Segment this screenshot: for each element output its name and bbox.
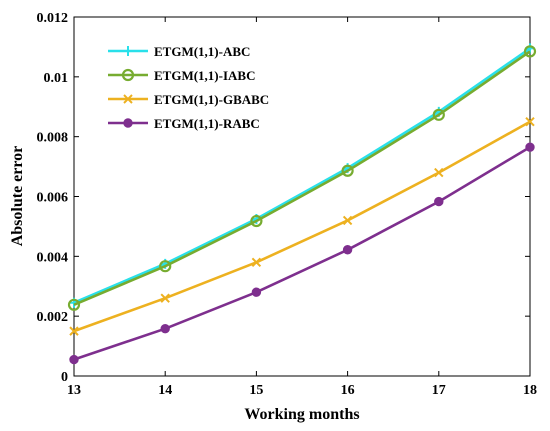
data-point: [525, 117, 535, 127]
y-axis-label: Absolute error: [9, 146, 26, 247]
series-2: [67, 45, 537, 311]
data-point: [434, 167, 444, 178]
x-tick-label: 15: [249, 383, 263, 398]
x-tick-label: 17: [432, 383, 446, 398]
legend-label: ETGM(1,1)-GBABC: [154, 92, 269, 107]
legend-marker: [123, 94, 133, 104]
x-tick-label: 16: [341, 383, 355, 398]
series-4: [69, 142, 535, 365]
data-point: [160, 324, 170, 334]
data-point: [69, 326, 79, 336]
data-point: [434, 196, 444, 207]
series-line: [73, 145, 531, 361]
series-line: [73, 50, 531, 306]
y-tick-label: 0.01: [44, 71, 69, 86]
series-line: [73, 120, 531, 333]
y-tick-label: 0.002: [37, 310, 69, 325]
data-point: [525, 142, 535, 152]
legend-marker: [123, 46, 133, 56]
data-point: [250, 214, 263, 228]
series-line: [73, 47, 531, 304]
legend-label: ETGM(1,1)-ABC: [154, 44, 250, 59]
legend-marker: [123, 118, 133, 128]
legend-label: ETGM(1,1)-IABC: [154, 68, 255, 83]
x-tick-label: 18: [523, 383, 537, 398]
series-1: [69, 43, 535, 308]
data-point: [251, 287, 262, 297]
data-point: [341, 164, 354, 177]
data-point: [523, 45, 537, 58]
y-tick-label: 0.004: [37, 250, 69, 265]
data-point: [160, 293, 170, 303]
legend-label: ETGM(1,1)-RABC: [154, 116, 260, 131]
legend: ETGM(1,1)-ABC ETGM(1,1)-IABC ETGM(1,1)-GBA…: [108, 44, 269, 131]
data-point: [251, 257, 262, 268]
x-tick-label: 14: [158, 383, 172, 398]
data-point: [67, 298, 81, 311]
y-tick-label: 0.008: [37, 131, 69, 146]
y-tick-label: 0.006: [37, 191, 69, 206]
data-point: [159, 260, 172, 273]
x-tick-label: 13: [67, 383, 81, 398]
data-point: [69, 354, 79, 365]
y-tick-label: 0.012: [37, 11, 69, 26]
data-point: [342, 245, 353, 255]
y-tick-label: 0: [61, 370, 68, 385]
x-axis-label: Working months: [244, 406, 359, 423]
legend-marker: [121, 68, 135, 82]
data-point: [342, 215, 353, 226]
data-point: [432, 108, 445, 121]
series-3: [69, 117, 535, 336]
